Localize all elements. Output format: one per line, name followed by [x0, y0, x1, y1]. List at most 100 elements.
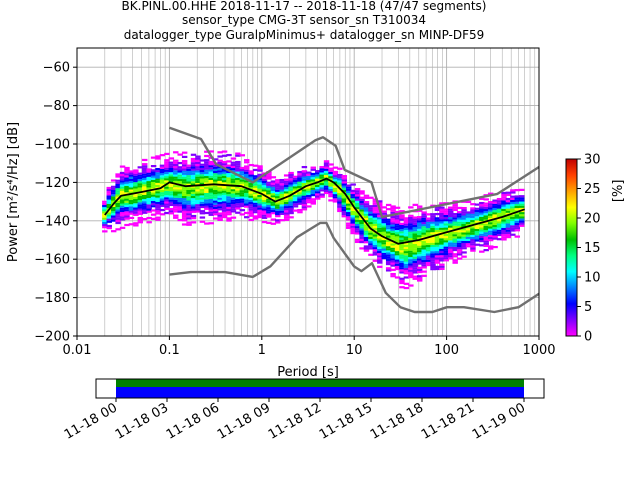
psd-density-cell: [403, 219, 410, 222]
psd-density-cell: [394, 246, 401, 250]
psd-density-cell: [244, 173, 250, 177]
psd-density-cell: [159, 173, 166, 176]
series-line-nlnm: [169, 221, 540, 314]
psd-density-cell: [510, 197, 516, 200]
psd-density-cell: [479, 218, 485, 222]
psd-density-cell: [292, 194, 299, 197]
psd-density-cell: [416, 254, 423, 257]
psd-density-cell: [443, 210, 450, 213]
psd-density-cell: [408, 269, 414, 272]
psd-density-cell: [208, 201, 214, 204]
psd-density-cell: [319, 195, 325, 198]
psd-density-cell: [456, 213, 463, 216]
psd-density-cell: [381, 229, 387, 232]
psd-density-cell: [226, 210, 232, 214]
psd-density-cell: [230, 157, 237, 160]
psd-density-cell: [146, 183, 152, 186]
psd-density-cell: [235, 201, 241, 204]
psd-density-cell: [430, 221, 436, 224]
psd-density-cell: [137, 176, 144, 180]
psd-density-cell: [195, 191, 201, 194]
psd-density-cell: [421, 255, 427, 258]
psd-density-cell: [492, 222, 498, 225]
psd-density-cell: [461, 234, 467, 237]
psd-density-cell: [181, 151, 188, 154]
psd-density-cell: [390, 260, 396, 263]
psd-density-cell: [266, 207, 272, 210]
psd-density-cell: [133, 211, 139, 214]
psd-density-cell: [204, 192, 210, 196]
psd-density-cell: [332, 172, 339, 176]
psd-density-cell: [181, 174, 188, 178]
psd-density-cell: [341, 181, 348, 184]
psd-density-cell: [150, 184, 157, 187]
psd-density-cell: [421, 266, 427, 269]
psd-density-cell: [448, 212, 454, 216]
psd-density-cell: [257, 184, 263, 187]
psd-density-cell: [363, 194, 370, 197]
psd-density-cell: [275, 212, 281, 216]
psd-density-cell: [434, 244, 441, 247]
psd-density-cell: [434, 261, 441, 264]
psd-density-cell: [150, 165, 157, 168]
psd-density-cell: [159, 192, 166, 195]
psd-density-cell: [106, 216, 112, 219]
psd-density-cell: [483, 244, 489, 248]
psd-density-cell: [190, 168, 197, 171]
psd-density-cell: [173, 206, 179, 209]
psd-density-cell: [137, 216, 144, 220]
psd-density-cell: [186, 200, 192, 203]
psd-density-cell: [377, 265, 383, 268]
psd-density-cell: [115, 183, 121, 187]
psd-density-cell: [372, 209, 379, 212]
psd-density-cell: [173, 176, 179, 179]
psd-density-cell: [421, 219, 427, 223]
psd-density-cell: [390, 256, 396, 259]
psd-density-cell: [403, 223, 410, 226]
y-tick-label: −160: [34, 253, 70, 268]
psd-density-cell: [501, 219, 507, 222]
psd-density-cell: [155, 172, 161, 175]
psd-density-cell: [261, 208, 268, 211]
psd-density-cell: [479, 233, 485, 236]
psd-density-cell: [470, 236, 476, 240]
psd-density-cell: [443, 250, 450, 253]
psd-density-cell: [452, 238, 458, 241]
psd-density-cell: [390, 222, 396, 225]
psd-density-cell: [430, 255, 436, 258]
psd-density-cell: [479, 237, 485, 241]
psd-density-cell: [501, 194, 507, 197]
psd-density-cell: [257, 215, 263, 219]
psd-density-cell: [421, 224, 427, 227]
psd-density-cell: [434, 208, 441, 211]
psd-density-cell: [430, 251, 436, 254]
psd-density-cell: [199, 197, 206, 200]
psd-density-cell: [124, 173, 130, 176]
psd-density-cell: [501, 227, 507, 230]
psd-density-cell: [177, 199, 183, 203]
psd-density-cell: [115, 190, 121, 193]
psd-density-cell: [487, 209, 494, 212]
psd-density-cell: [483, 221, 489, 224]
psd-density-cell: [319, 176, 325, 179]
psd-density-cell: [363, 209, 370, 212]
psd-density-cell: [310, 200, 316, 203]
psd-density-cell: [270, 176, 277, 179]
psd-density-cell: [368, 205, 374, 208]
psd-density-cell: [297, 192, 303, 195]
psd-density-cell: [133, 186, 139, 189]
psd-density-cell: [212, 189, 219, 193]
psd-density-cell: [505, 210, 512, 213]
psd-density-cell: [492, 237, 498, 240]
psd-density-cell: [248, 172, 254, 175]
psd-density-cell: [425, 247, 432, 250]
psd-density-cell: [434, 217, 441, 220]
psd-density-cell: [137, 187, 144, 190]
psd-density-cell: [461, 228, 467, 231]
psd-density-cell: [155, 167, 161, 171]
psd-density-cell: [173, 204, 179, 207]
psd-density-cell: [168, 199, 175, 202]
psd-density-cell: [288, 197, 294, 200]
psd-density-cell: [377, 236, 383, 239]
psd-density-cell: [310, 179, 316, 182]
